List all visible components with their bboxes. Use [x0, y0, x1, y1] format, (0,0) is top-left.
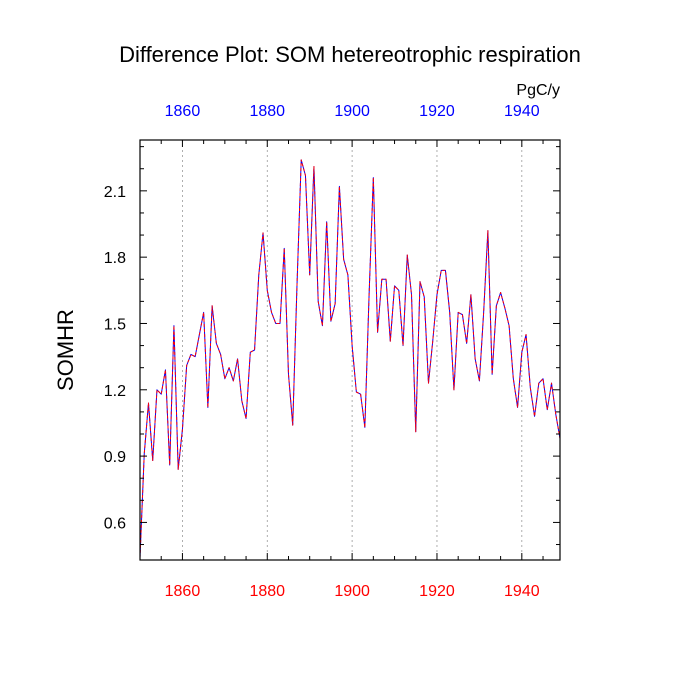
- x-tick-label-top: 1860: [165, 103, 201, 120]
- x-tick-label-bottom: 1880: [249, 583, 285, 600]
- x-tick-label-top: 1940: [504, 103, 540, 120]
- x-tick-label-bottom: 1900: [334, 583, 370, 600]
- x-tick-label-bottom: 1920: [419, 583, 455, 600]
- x-tick-label-bottom: 1940: [504, 583, 540, 600]
- tick-labels: 1860 1880 1900 1920 1940 1860 1880 1900 1920 1940…: [104, 103, 540, 600]
- ticks: [139, 140, 560, 560]
- chart-title: Difference Plot: SOM hetereotrophic resp…: [119, 42, 581, 67]
- x-tick-label-top: 1880: [249, 103, 285, 120]
- x-tick-label-bottom: 1860: [165, 583, 201, 600]
- y-tick-label: 1.8: [104, 250, 126, 267]
- y-tick-label: 0.9: [104, 449, 126, 466]
- x-tick-label-top: 1900: [334, 103, 370, 120]
- x-tick-label-top: 1920: [419, 103, 455, 120]
- series-group: [139, 159, 561, 558]
- units-label: PgC/y: [516, 82, 560, 99]
- y-tick-label: 0.6: [104, 515, 126, 532]
- y-axis-label: SOMHR: [53, 309, 78, 391]
- series-line-blue: [139, 159, 561, 558]
- plot-frame: [139, 139, 561, 561]
- y-tick-label: 1.2: [104, 383, 126, 400]
- y-tick-label: 1.5: [104, 316, 126, 333]
- series-line-red-dashed: [139, 159, 561, 558]
- y-tick-label: 2.1: [104, 184, 126, 201]
